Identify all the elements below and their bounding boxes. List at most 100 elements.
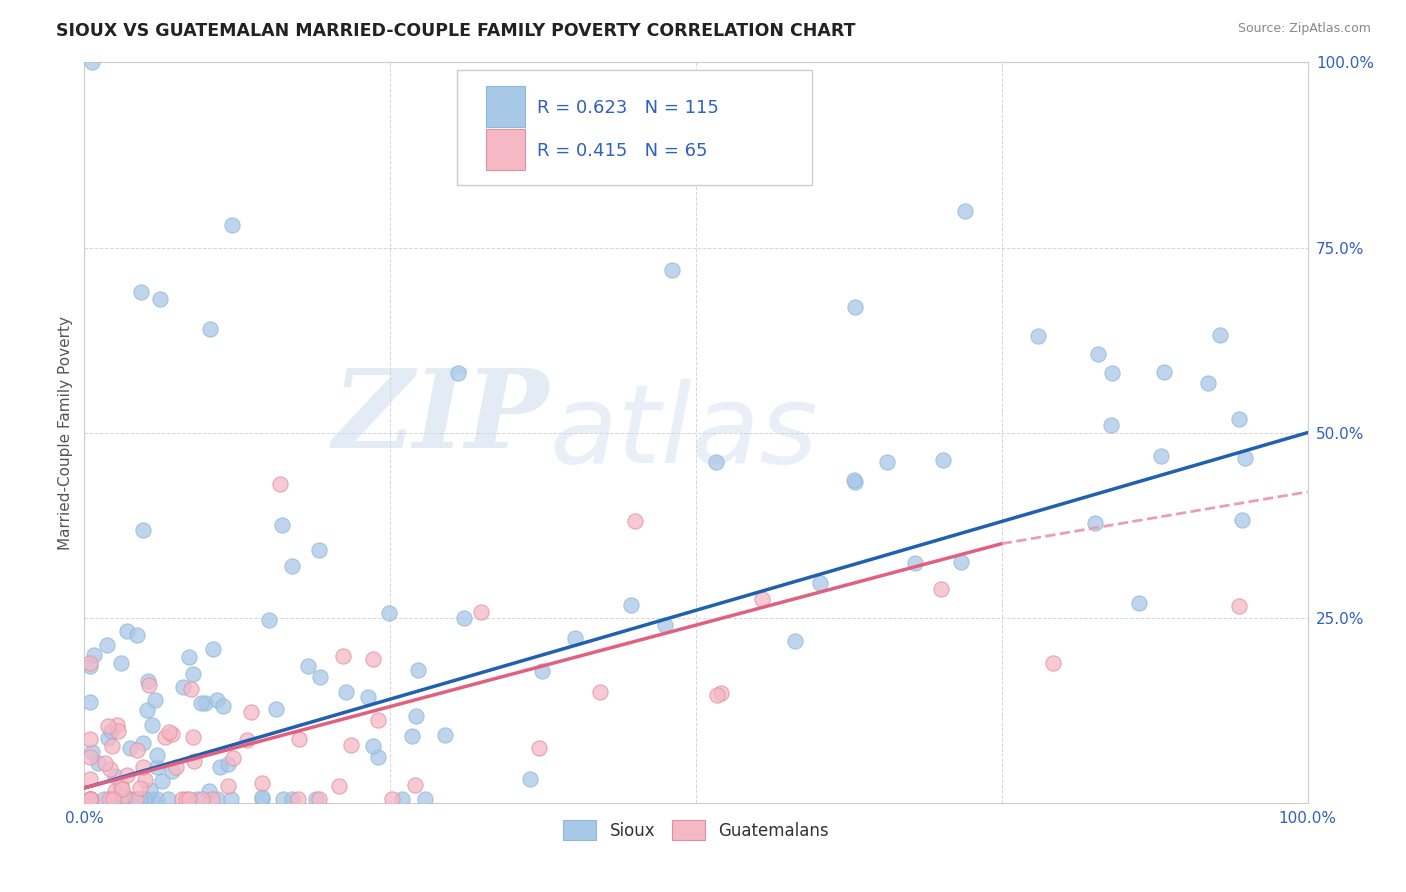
Point [212,699,235,714]
Point [79,792,101,806]
Point [1028,329,1050,343]
Point [179,649,201,664]
Point [94,756,117,770]
Point [87,756,110,770]
Point [110,792,132,806]
Point [308,543,330,558]
FancyBboxPatch shape [485,87,524,127]
Text: Source: ZipAtlas.com: Source: ZipAtlas.com [1237,22,1371,36]
Point [159,725,181,739]
Point [308,792,330,806]
Point [381,792,404,806]
Point [141,718,163,732]
Point [129,781,152,796]
Point [564,631,586,645]
Text: atlas: atlas [550,379,818,486]
Point [531,664,554,678]
Point [401,729,423,743]
Point [186,792,208,806]
Point [589,685,612,699]
Point [79,792,101,806]
Point [654,618,676,632]
Point [404,778,426,792]
Point [160,727,183,741]
Point [183,754,205,768]
Point [96,639,118,653]
Point [367,750,389,764]
Point [79,731,101,746]
Point [808,576,831,591]
Point [217,779,239,793]
Point [391,792,413,806]
Point [297,659,319,673]
Point [250,790,273,805]
Point [624,515,647,529]
Point [264,702,287,716]
Point [221,792,243,806]
Point [953,203,976,218]
Point [361,651,384,665]
Point [191,792,214,806]
Point [527,740,550,755]
Point [79,657,101,671]
Point [160,764,183,778]
Point [844,300,866,314]
Point [174,792,197,806]
Point [447,367,470,381]
Point [271,792,294,806]
Point [138,677,160,691]
Point [1153,365,1175,379]
Point [80,745,103,759]
Point [79,792,101,806]
Text: R = 0.623   N = 115: R = 0.623 N = 115 [537,99,718,117]
Point [115,768,138,782]
Point [876,454,898,468]
Point [97,792,120,806]
Point [103,792,125,806]
Point [239,706,262,720]
Point [150,774,173,789]
Point [104,769,127,783]
Point [132,523,155,537]
Text: R = 0.415   N = 65: R = 0.415 N = 65 [537,142,707,160]
Point [118,741,141,756]
Point [1227,599,1250,614]
Point [287,792,309,806]
Point [110,779,132,793]
Point [165,760,187,774]
Point [128,792,150,806]
Point [949,555,972,569]
Point [134,792,156,806]
Point [125,792,148,806]
Point [146,759,169,773]
Point [250,775,273,789]
Point [129,285,152,299]
Text: SIOUX VS GUATEMALAN MARRIED-COUPLE FAMILY POVERTY CORRELATION CHART: SIOUX VS GUATEMALAN MARRIED-COUPLE FAMIL… [56,22,856,40]
Point [132,736,155,750]
Point [704,455,727,469]
Point [97,719,120,733]
Point [180,682,202,697]
Point [79,695,101,709]
Point [172,680,194,694]
Point [363,739,385,753]
Point [1150,449,1173,463]
Point [198,322,221,336]
Point [269,477,291,491]
Point [842,473,865,487]
Point [378,606,401,620]
Point [83,648,105,662]
Point [305,792,328,806]
Point [107,724,129,739]
Point [270,518,292,533]
Point [288,732,311,747]
Point [252,792,274,806]
Point [1197,376,1219,390]
Point [97,731,120,745]
Point [1099,417,1122,432]
Point [79,772,101,786]
Point [80,792,103,806]
Point [135,792,157,806]
Point [112,789,135,804]
Point [257,613,280,627]
